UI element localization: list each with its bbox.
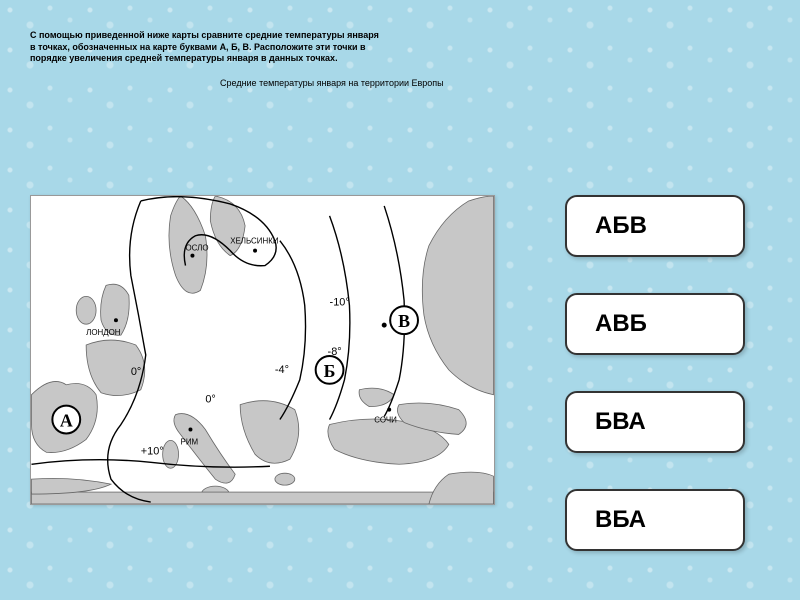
city-rome: РИМ <box>181 437 199 446</box>
answer-option-2[interactable]: АВБ <box>565 293 745 355</box>
city-london: ЛОНДОН <box>86 328 121 337</box>
temp-minus8: -8° <box>328 346 342 358</box>
map-subtitle: Средние температуры января на территории… <box>220 78 444 88</box>
answer-option-1-label: АБВ <box>595 212 647 240</box>
temp-minus10: -10° <box>330 296 350 308</box>
city-sochi: СОЧИ <box>374 416 397 425</box>
city-helsinki: ХЕЛЬСИНКИ <box>230 237 279 246</box>
question-line2: в точках, обозначенных на карте буквами … <box>30 42 550 54</box>
map-image: А Б В ОСЛО ХЕЛЬСИНКИ ЛОНДОН РИМ СОЧИ -10… <box>30 195 495 505</box>
map-point-a: А <box>60 411 73 431</box>
temp-plus10: +10° <box>141 445 164 457</box>
temp-zero1: 0° <box>131 366 141 378</box>
answer-option-3-label: БВА <box>595 408 646 436</box>
question-line3: порядке увеличения средней температуры я… <box>30 53 550 65</box>
answer-option-4-label: ВБА <box>595 506 646 534</box>
city-oslo: ОСЛО <box>185 244 208 253</box>
answer-option-3[interactable]: БВА <box>565 391 745 453</box>
temp-minus4: -4° <box>275 364 289 376</box>
question-line1: С помощью приведенной ниже карты сравнит… <box>30 30 550 42</box>
map-point-b: Б <box>324 361 336 381</box>
answer-option-4[interactable]: ВБА <box>565 489 745 551</box>
question-text: С помощью приведенной ниже карты сравнит… <box>30 30 550 65</box>
europe-isotherm-map: А Б В ОСЛО ХЕЛЬСИНКИ ЛОНДОН РИМ СОЧИ -10… <box>31 196 494 504</box>
answer-list: АБВ АВБ БВА ВБА <box>565 195 745 587</box>
temp-zero2: 0° <box>205 394 215 406</box>
answer-option-1[interactable]: АБВ <box>565 195 745 257</box>
answer-option-2-label: АВБ <box>595 310 647 338</box>
map-point-v: В <box>398 311 410 331</box>
